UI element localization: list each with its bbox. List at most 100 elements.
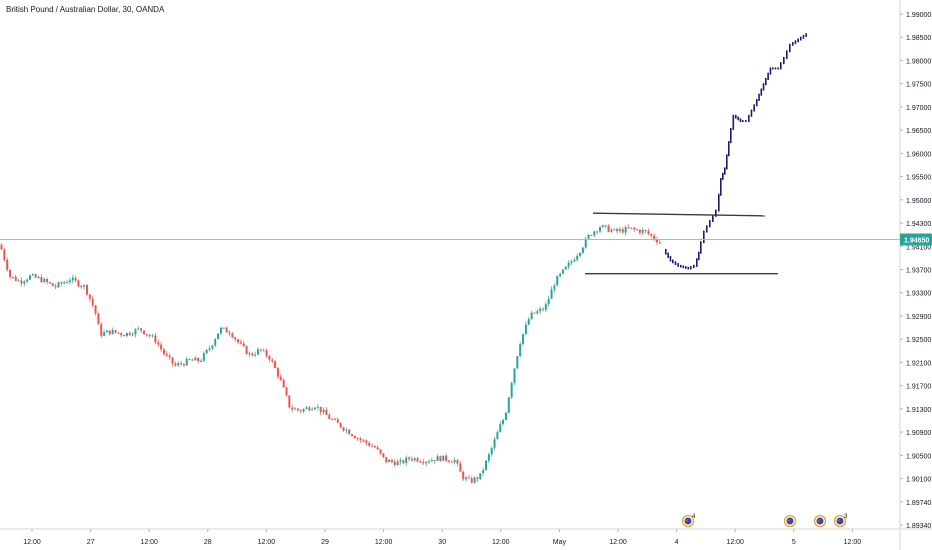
candle-body <box>105 330 108 333</box>
candle-body <box>556 276 559 286</box>
candle-body <box>265 350 268 357</box>
candle-body <box>504 412 507 421</box>
projection-bar <box>685 266 687 269</box>
candle-body <box>365 440 368 444</box>
candle-body <box>450 461 453 463</box>
projection-bar <box>742 120 744 123</box>
candle-body <box>143 330 145 335</box>
candle-body <box>68 280 71 283</box>
price-tick-label: 1.95500 <box>906 175 931 182</box>
candle-body <box>63 282 66 284</box>
price-tick-label: 1.93700 <box>906 268 931 275</box>
candle-body <box>547 298 550 305</box>
candle-body <box>71 277 74 281</box>
projection-bar <box>797 38 799 43</box>
event-flag-detail <box>817 519 820 522</box>
candle-body <box>225 327 228 333</box>
candle-body <box>188 358 191 360</box>
event-flag-icon[interactable] <box>813 514 827 528</box>
projection-bar <box>745 120 747 123</box>
candle-body <box>174 363 177 366</box>
candle-body <box>456 460 459 464</box>
current-price-badge: 1.94650 <box>900 233 932 246</box>
candle-body <box>371 445 373 447</box>
candle-body <box>51 283 54 287</box>
time-tick-label: 28 <box>204 539 212 546</box>
event-flag-count: 3 <box>844 514 848 520</box>
projection <box>665 33 807 270</box>
candle-body <box>134 329 137 335</box>
time-tick-label: 12:00 <box>609 539 627 546</box>
projection-bar <box>789 43 791 53</box>
candle-body <box>234 337 237 340</box>
event-flag-icon[interactable]: 4 <box>681 514 697 528</box>
candle-body <box>140 328 143 331</box>
candle-body <box>584 238 587 248</box>
candle-body <box>97 313 100 325</box>
event-flag-icon[interactable] <box>783 514 797 528</box>
price-axis[interactable]: 1.99000 1.98500 1.98000 1.97500 1.97000 1.965… <box>900 12 931 530</box>
candle-body <box>553 285 556 290</box>
candle-body <box>413 458 416 461</box>
candle-body <box>26 279 29 282</box>
chart-title: British Pound / Australian Dollar, 30, O… <box>6 5 165 14</box>
price-tick-label: 1.96000 <box>906 151 931 158</box>
candle-body <box>636 229 639 231</box>
candle-body <box>194 357 197 361</box>
projection-bar <box>696 258 698 267</box>
candle-body <box>419 461 422 463</box>
candle-body <box>579 252 582 256</box>
candle-body <box>573 259 576 262</box>
current-price-badge-bg <box>900 233 932 246</box>
candle-body <box>37 277 40 279</box>
candle-body <box>561 269 564 274</box>
projection-bar <box>800 36 802 41</box>
candle-body <box>624 227 627 233</box>
candle-body <box>40 277 43 283</box>
candle-body <box>151 335 154 337</box>
candle-body <box>20 280 23 284</box>
candle-body <box>539 308 542 312</box>
candle-body <box>359 438 362 441</box>
candle-body <box>117 332 120 334</box>
candle-body <box>658 242 661 244</box>
candle-body <box>162 349 165 355</box>
candle-body <box>542 308 544 310</box>
price-tick-label: 1.92500 <box>906 337 931 344</box>
candle-body <box>328 414 331 419</box>
time-axis[interactable]: 12:00 27 12:00 28 12:00 29 12:00 30 12:00 May 12:0… <box>23 529 861 546</box>
candle-body <box>157 342 160 345</box>
candle-body <box>160 344 163 350</box>
candle-body <box>342 427 345 431</box>
candle-body <box>493 439 496 448</box>
projection-bar <box>783 56 785 65</box>
candle-body <box>54 286 57 288</box>
candle-body <box>618 229 621 232</box>
candle-body <box>219 327 222 334</box>
candle-body <box>100 324 103 336</box>
candle-body <box>590 234 593 236</box>
candle-body <box>405 457 408 464</box>
candle-body <box>453 460 456 463</box>
candle-body <box>641 229 644 233</box>
projection-bar <box>730 127 732 144</box>
projection-bar <box>802 34 805 39</box>
event-flag-icon[interactable]: 3 <box>833 514 849 528</box>
candle-body <box>382 453 385 457</box>
projection-bar <box>724 167 726 175</box>
projection-bar <box>772 67 774 70</box>
candle-body <box>331 418 334 420</box>
candle-body <box>385 456 388 463</box>
candle-body <box>530 312 533 320</box>
projection-bar <box>786 50 788 59</box>
candle-body <box>536 311 539 314</box>
candle-body <box>428 461 430 463</box>
candle-body <box>31 274 34 276</box>
candle-body <box>311 409 314 411</box>
candle-body <box>282 379 285 388</box>
projection-bar <box>720 177 722 196</box>
candle-body <box>550 289 553 299</box>
projection-bar <box>709 220 711 228</box>
candle-body <box>308 407 311 411</box>
projection-bar <box>712 214 714 223</box>
